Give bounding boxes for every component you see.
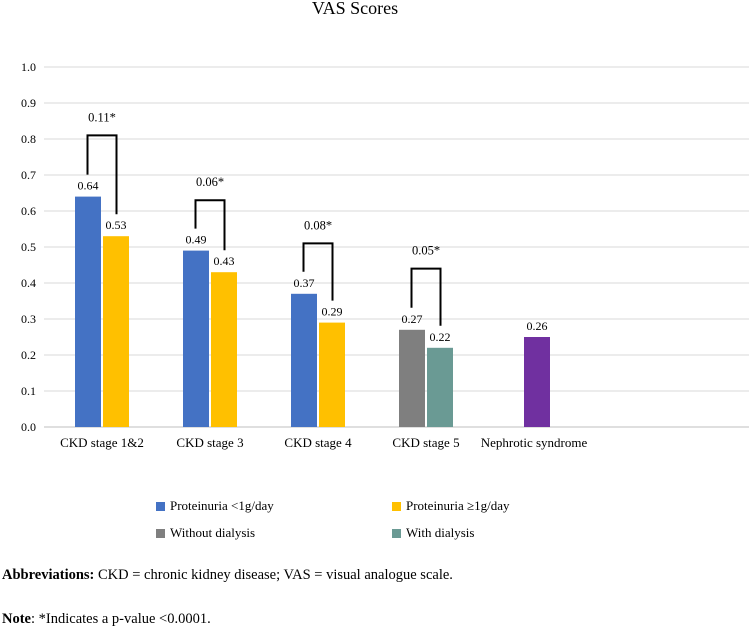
legend-swatch-blue	[156, 501, 165, 511]
significance-label: 0.11*	[88, 110, 116, 124]
y-tick-label: 1.0	[21, 60, 36, 74]
legend-label: Proteinuria <1g/day	[170, 498, 274, 513]
y-tick-label: 0.0	[21, 420, 36, 434]
y-tick-label: 0.8	[21, 132, 36, 146]
legend-swatch-yellow	[392, 501, 401, 511]
data-label: 0.49	[186, 233, 207, 247]
chart: VAS Scores 0.0 0.1 0.2 0.3 0.4 0.5 0.6 0.7 0.8 0.9…	[21, 0, 749, 450]
note-label: Note	[2, 611, 31, 627]
legend-item-without-dialysis: Without dialysis	[156, 525, 255, 541]
significance-label: 0.08*	[304, 218, 332, 232]
significance-bracket	[410, 267, 442, 326]
bar	[183, 250, 209, 427]
x-tick-label: CKD stage 1&2	[60, 435, 144, 450]
data-label: 0.43	[214, 254, 235, 268]
bar	[103, 236, 129, 427]
data-label: 0.22	[430, 330, 451, 344]
legend-swatch-gray	[156, 528, 165, 538]
y-tick-label: 0.7	[21, 168, 36, 182]
legend-label: Proteinuria ≥1g/day	[406, 498, 510, 513]
y-tick-label: 0.2	[21, 348, 36, 362]
data-label: 0.27	[402, 312, 423, 326]
bar	[399, 329, 425, 427]
note-text: : *Indicates a p-value <0.0001.	[31, 611, 211, 627]
significance-bracket	[194, 199, 226, 251]
y-tick-label: 0.4	[21, 276, 36, 290]
x-tick-label: Nephrotic syndrome	[481, 435, 588, 450]
significance-bracket	[302, 242, 334, 301]
bar	[211, 272, 237, 427]
abbreviations-label: Abbreviations:	[2, 567, 95, 583]
data-label: 0.26	[527, 319, 548, 333]
x-tick-label: CKD stage 5	[392, 435, 459, 450]
data-label: 0.53	[106, 218, 127, 232]
data-label: 0.37	[294, 276, 315, 290]
y-tick-label: 0.5	[21, 240, 36, 254]
x-tick-label: CKD stage 3	[176, 435, 243, 450]
y-tick-label: 0.6	[21, 204, 36, 218]
chart-title: VAS Scores	[312, 0, 398, 18]
y-tick-label: 0.1	[21, 384, 36, 398]
legend-swatch-teal	[392, 528, 401, 538]
legend-item-proteinuria-low: Proteinuria <1g/day	[156, 498, 274, 514]
y-tick-label: 0.3	[21, 312, 36, 326]
legend-label: Without dialysis	[170, 525, 256, 540]
bar	[427, 347, 453, 427]
bar	[75, 196, 101, 427]
note-footnote: Note: *Indicates a p-value <0.0001.	[2, 611, 211, 628]
significance-label: 0.06*	[196, 175, 224, 189]
bar	[319, 322, 345, 427]
x-tick-label: CKD stage 4	[284, 435, 352, 450]
data-label: 0.29	[322, 305, 343, 319]
y-tick-label: 0.9	[21, 96, 36, 110]
legend-item-proteinuria-high: Proteinuria ≥1g/day	[392, 498, 510, 514]
bar	[524, 337, 550, 427]
abbreviations-text: CKD = chronic kidney disease; VAS = visu…	[94, 567, 453, 583]
significance-label: 0.05*	[412, 244, 440, 258]
legend-item-with-dialysis: With dialysis	[392, 525, 474, 541]
significance-bracket	[86, 134, 118, 215]
data-label: 0.64	[78, 179, 99, 193]
legend: Proteinuria <1g/day Proteinuria ≥1g/day …	[0, 490, 749, 550]
abbreviations-footnote: Abbreviations: CKD = chronic kidney dise…	[2, 567, 453, 584]
legend-label: With dialysis	[406, 525, 475, 540]
bar	[291, 293, 317, 427]
